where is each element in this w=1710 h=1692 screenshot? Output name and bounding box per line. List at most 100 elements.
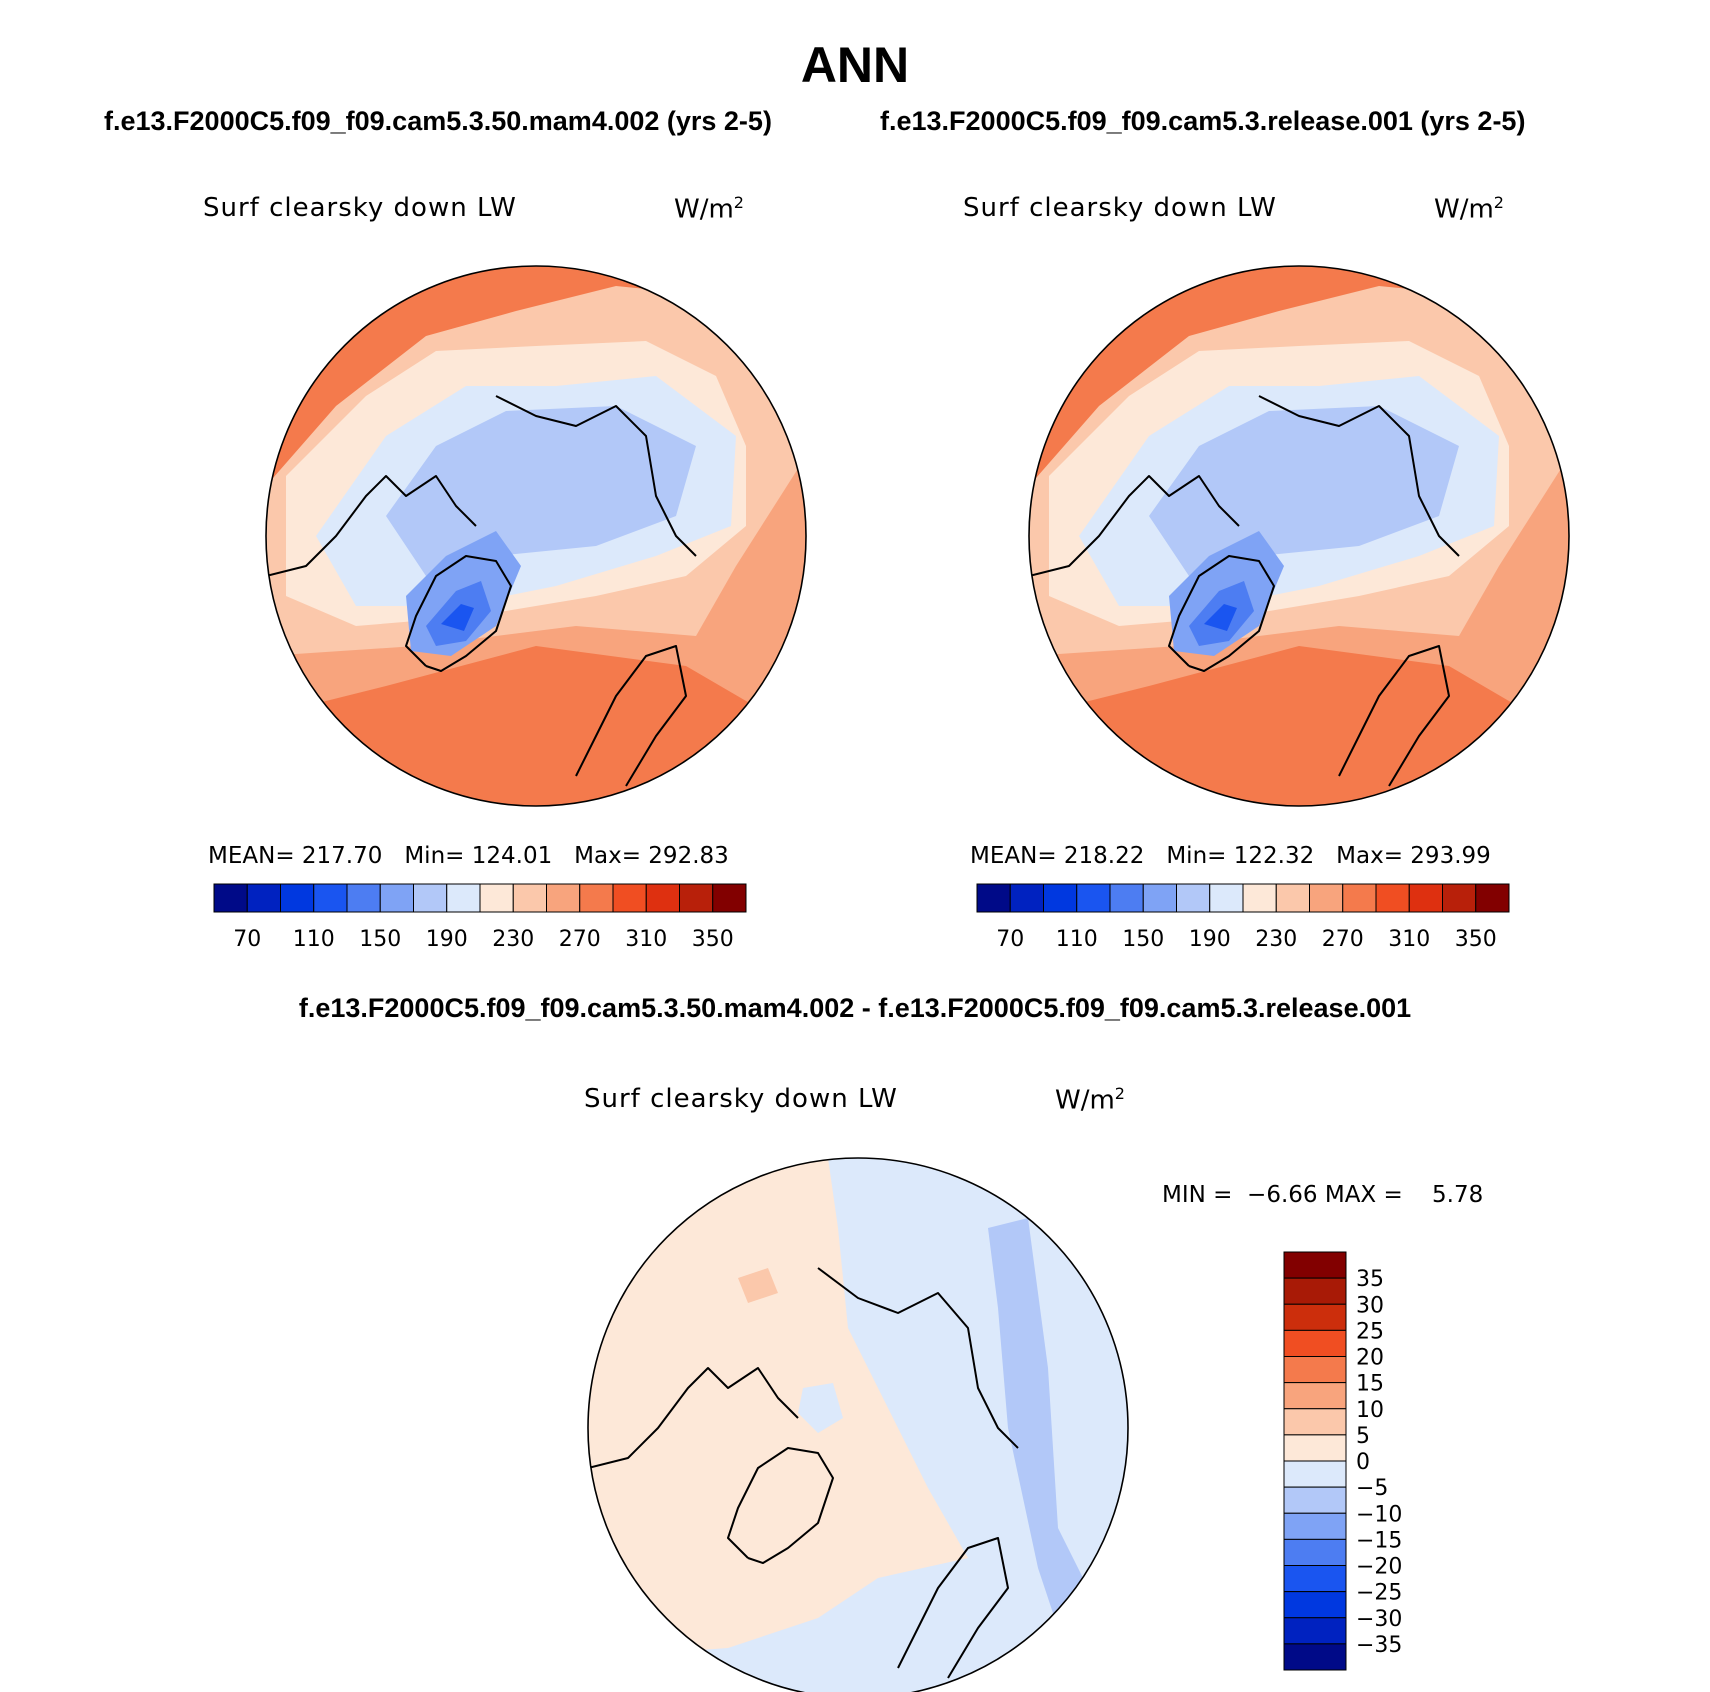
colorbar-3-cell (1283, 1329, 1347, 1357)
colorbar-1-cell (379, 883, 414, 913)
colorbar-3-tick-label: 10 (1356, 1398, 1384, 1423)
panel-1-band-cool1 (386, 406, 696, 576)
panel-3-max-label: MAX = (1324, 1182, 1403, 1208)
colorbar-1-tick-label: 70 (233, 927, 261, 952)
panel-1-siberia-coast (495, 395, 697, 557)
panel-1-mean-value: 217.70 (301, 843, 383, 869)
colorbar-3-tick-label: −35 (1356, 1633, 1402, 1658)
panel-2-min-value: 122.32 (1233, 843, 1315, 869)
panel-3-band-warm1 (738, 1268, 778, 1303)
difference-title: f.e13.F2000C5.f09_f09.cam5.3.50.mam4.002… (298, 993, 1412, 1023)
panel-1-max-value: 292.83 (648, 843, 729, 869)
panel-1-units: W/m2 (674, 193, 744, 225)
colorbar-2-cell (1043, 883, 1078, 913)
colorbar-1-cell (446, 883, 481, 913)
colorbar-1-cell (612, 883, 647, 913)
colorbar-3-cell (1283, 1565, 1347, 1593)
panel-3-scandinavia-coast (897, 1537, 1009, 1679)
case-label-right: f.e13.F2000C5.f09_f09.cam5.3.release.001… (880, 106, 1526, 136)
panel-1-min-value: 124.01 (471, 843, 553, 869)
colorbar-3-tick-label: −5 (1356, 1476, 1388, 1501)
colorbar-3-cell (1283, 1538, 1347, 1566)
panel-1-canada-coast (266, 475, 477, 577)
panel-1-band-cool4 (441, 604, 474, 631)
colorbar-1-tick-label: 150 (359, 927, 401, 952)
colorbar-2-tick-label: 150 (1122, 927, 1164, 952)
colorbar-3-tick-label: 30 (1356, 1293, 1384, 1318)
colorbar-3-cell (1283, 1512, 1347, 1540)
panel-2-min-label: Min= (1166, 843, 1227, 869)
colorbar-2-cell (1342, 883, 1377, 913)
colorbar-3-tick-label: −30 (1356, 1607, 1402, 1632)
colorbar-2-tick-label: 190 (1189, 927, 1231, 952)
colorbar-1-cell (679, 883, 714, 913)
panel-2-max-label: Max= (1336, 843, 1403, 869)
panel-3-min-value: −6.66 (1247, 1182, 1318, 1208)
panel-2-scandinavia-coast (1338, 645, 1450, 787)
panel-1-min-label: Min= (404, 843, 465, 869)
colorbar-2-tick-label: 350 (1455, 927, 1497, 952)
colorbar-2-cell (1375, 883, 1410, 913)
colorbar-2-cell (1242, 883, 1277, 913)
panel-1-units-exp: 2 (733, 193, 744, 212)
panel-2-canada-coast (1029, 475, 1240, 577)
panel-1-scandinavia-coast (575, 645, 687, 787)
panel-3-map (588, 1158, 1128, 1692)
panel-2-siberia-coast (1258, 395, 1460, 557)
colorbar-1-tick-label: 190 (426, 927, 468, 952)
colorbar-3-cell (1283, 1434, 1347, 1462)
colorbar-2-tick-label: 110 (1056, 927, 1098, 952)
colorbar-3-cell (1283, 1277, 1347, 1305)
panel-2-mean-value: 218.22 (1063, 843, 1145, 869)
panel-3-siberia-coast (817, 1267, 1019, 1449)
panel-3-greenland-coast (727, 1447, 834, 1564)
colorbar-1-tick-label: 110 (293, 927, 335, 952)
panel-2-max-value: 293.99 (1410, 843, 1491, 869)
colorbar-3-cell (1283, 1460, 1347, 1488)
colorbar-1-cell (546, 883, 581, 913)
panel-1-greenland-coast (405, 555, 512, 672)
panel-1-max-label: Max= (574, 843, 641, 869)
panel-3-min-label: MIN = (1162, 1182, 1233, 1208)
figure-title: ANN (800, 37, 910, 93)
colorbar-2-cell (1309, 883, 1344, 913)
panel-3-units-base: W/m (1055, 1085, 1115, 1116)
case-label-left: f.e13.F2000C5.f09_f09.cam5.3.50.mam4.002… (104, 106, 772, 136)
colorbar-2-tick-label: 230 (1255, 927, 1297, 952)
panel-3-max-value: 5.78 (1432, 1182, 1484, 1208)
colorbar-3-cell (1283, 1591, 1347, 1619)
panel-2-band-cool4 (1204, 604, 1237, 631)
panel-2-units-base: W/m (1434, 194, 1494, 225)
colorbar-2-cell (1209, 883, 1244, 913)
colorbar-3-tick-label: 20 (1356, 1346, 1384, 1371)
colorbar-3-tick-label: 25 (1356, 1319, 1384, 1344)
panel-2-map (1029, 266, 1569, 806)
colorbar-3-tick-label: 0 (1356, 1450, 1370, 1475)
colorbar-3-cell (1283, 1617, 1347, 1645)
panel-1-stats: MEAN= 217.70 Min= 124.01 Max= 292.83 (208, 843, 729, 869)
colorbar-2-cell (976, 883, 1011, 913)
colorbar-1-tick-label: 270 (559, 927, 601, 952)
panel-1-outline (265, 265, 807, 807)
panel-3-units-exp: 2 (1114, 1084, 1125, 1103)
colorbar-1-cell (712, 883, 747, 913)
colorbar-1-tick-label: 350 (692, 927, 734, 952)
colorbar-1-cell (645, 883, 680, 913)
panel-3-band-cool1 (988, 1218, 1088, 1658)
colorbar-2-cell (1142, 883, 1177, 913)
panel-3-band-warm0 (588, 1158, 968, 1658)
colorbar-3-tick-label: −15 (1356, 1528, 1402, 1553)
panel-2-units-exp: 2 (1493, 193, 1504, 212)
colorbar-2-cell (1408, 883, 1443, 913)
colorbar-1-cell (280, 883, 315, 913)
colorbar-1-cell (512, 883, 547, 913)
panel-3-units: W/m2 (1055, 1084, 1125, 1116)
colorbar-3-tick-label: 15 (1356, 1372, 1384, 1397)
colorbar-1-cell (346, 883, 381, 913)
panel-3-stats: MIN = −6.66 MAX = 5.78 (1162, 1182, 1483, 1208)
panel-2-greenland-coast (1168, 555, 1275, 672)
colorbar-3-cell (1283, 1408, 1347, 1436)
colorbar-1-cell (479, 883, 514, 913)
colorbar-1-cell (413, 883, 448, 913)
